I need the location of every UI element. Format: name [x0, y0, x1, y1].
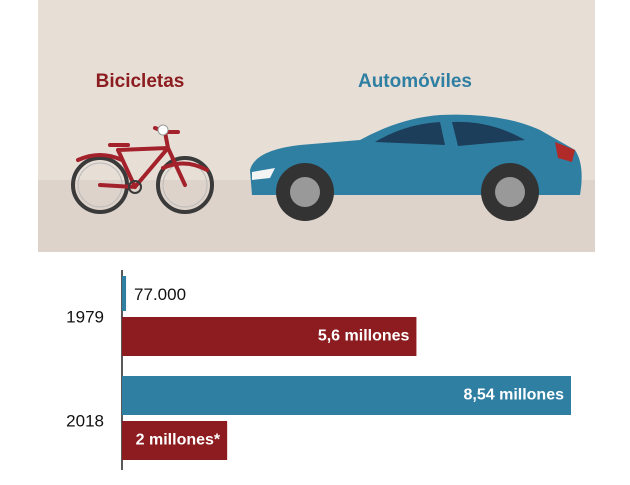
bar: [122, 421, 228, 460]
illustration: Bicicletas Automóviles: [38, 0, 595, 252]
category-label: 2018: [66, 411, 104, 430]
bar: [122, 317, 417, 356]
bar: [122, 276, 127, 311]
bar: [122, 376, 571, 415]
car: [250, 114, 582, 221]
value-label: 5,6 millones: [318, 328, 410, 345]
value-label: 8,54 millones: [464, 387, 565, 404]
value-label: 2 millones*: [136, 432, 221, 449]
legend-label: Bicicletas: [96, 71, 185, 92]
value-label: 77.000: [134, 285, 186, 304]
category-label: 1979: [66, 307, 104, 326]
bicycle: [71, 124, 214, 214]
legend-label: Automóviles: [358, 71, 472, 92]
